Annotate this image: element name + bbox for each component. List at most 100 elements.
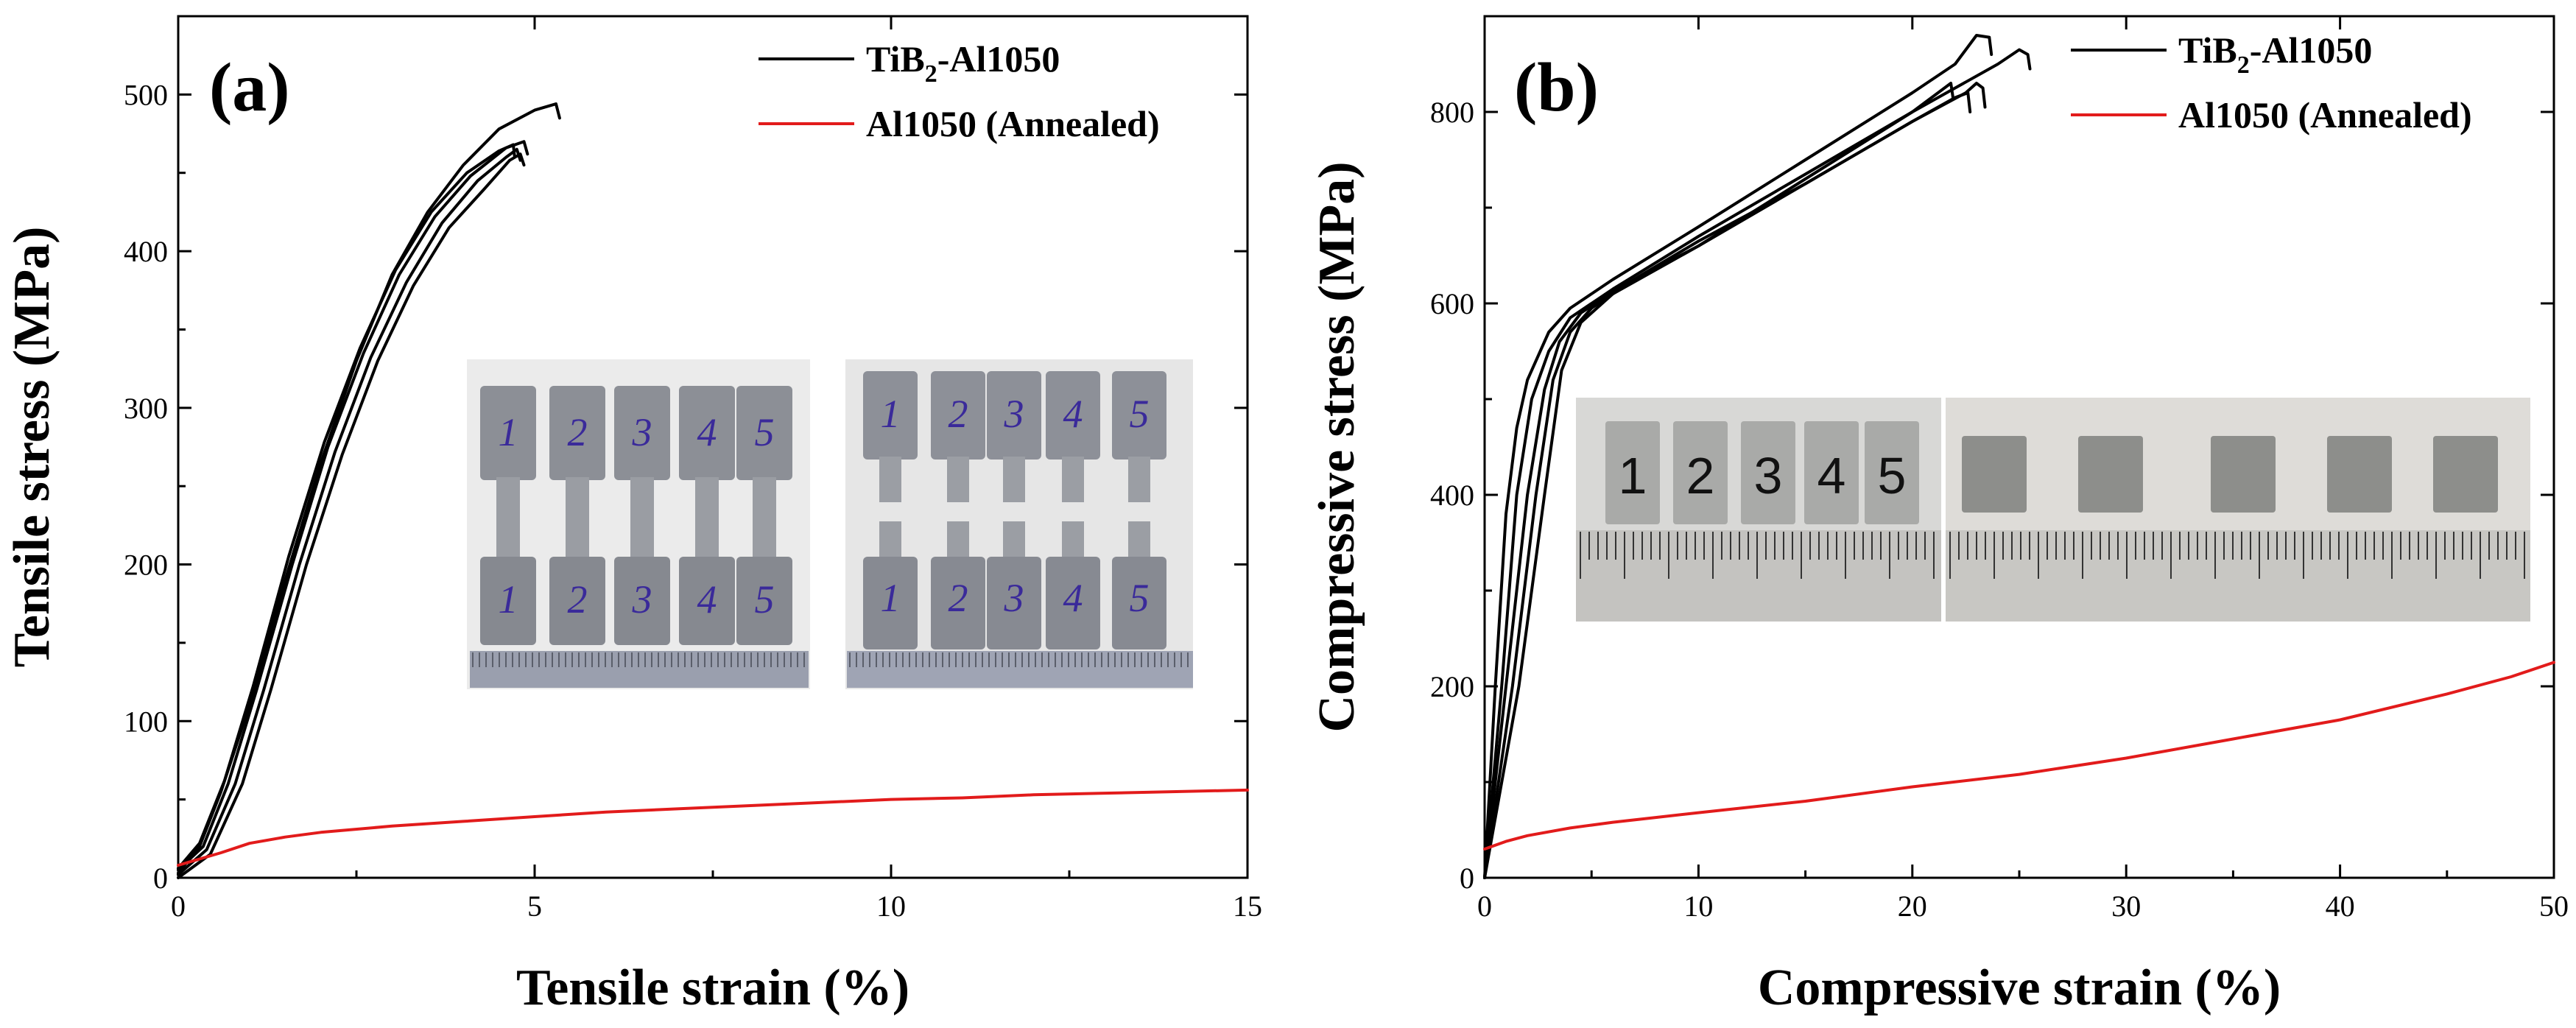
x-tick-label: 40 <box>2326 890 2355 923</box>
x-tick-label: 10 <box>1683 890 1713 923</box>
series-line-1 <box>1483 48 2032 879</box>
dogbone-specimen: 11 <box>480 386 536 645</box>
x-tick-label: 15 <box>1233 890 1262 923</box>
panel-a-x-axis-title: Tensile strain (%) <box>516 960 909 1016</box>
compressed-cube <box>2078 436 2143 513</box>
inset-after-cubes <box>1962 436 2498 513</box>
specimen-number: 2 <box>949 576 968 620</box>
panel-b-label: (b) <box>1514 49 1599 126</box>
specimen-number: 3 <box>1754 447 1783 504</box>
inset-ruler-ticks <box>472 652 1189 667</box>
y-tick-label: 0 <box>153 862 168 895</box>
series-line-0 <box>1483 34 1993 879</box>
specimen-number: 1 <box>881 576 901 620</box>
fractured-specimen: 11 <box>863 371 918 649</box>
panel-b-tick-labels: 0 10 20 30 40 50 0 200 400 600 800 <box>1430 96 2569 923</box>
series-line-4 <box>1483 82 1954 879</box>
specimen-number: 4 <box>1063 576 1083 620</box>
x-tick-label: 10 <box>876 890 906 923</box>
panel-a-legend: TiB2-Al1050 Al1050 (Annealed) <box>759 38 1160 144</box>
specimen-number: 5 <box>755 577 775 622</box>
compressed-cube <box>2433 436 2498 513</box>
specimen-number: 2 <box>949 392 968 436</box>
inset-ruler-left <box>1576 530 1941 622</box>
y-tick-label: 300 <box>124 392 168 425</box>
series-line-2 <box>177 147 522 876</box>
dogbone-specimen: 55 <box>736 386 792 645</box>
specimen-number: 5 <box>1130 392 1150 436</box>
x-tick-label: 5 <box>527 890 542 923</box>
specimen-number: 2 <box>568 577 588 622</box>
specimen-number: 4 <box>1063 392 1083 436</box>
cube-specimen: 5 <box>1865 421 1919 524</box>
y-tick-label: 200 <box>1430 670 1474 703</box>
fractured-specimen: 33 <box>987 371 1041 649</box>
specimen-number: 1 <box>881 392 901 436</box>
cube-specimen: 2 <box>1673 421 1728 524</box>
specimen-number: 1 <box>1619 447 1647 504</box>
panel-a-label: (a) <box>209 49 290 126</box>
cube-specimen: 1 <box>1605 421 1660 524</box>
dogbone-specimen: 22 <box>549 386 605 645</box>
x-tick-label: 20 <box>1898 890 1927 923</box>
compressed-cube <box>1962 436 2027 513</box>
legend-label-tib2: TiB2-Al1050 <box>2178 29 2372 79</box>
specimen-number: 5 <box>755 410 775 454</box>
inset-ruler-ticks <box>1580 532 2525 579</box>
specimen-number: 5 <box>1878 447 1907 504</box>
legend-label-tib2: TiB2-Al1050 <box>866 38 1060 88</box>
y-tick-label: 200 <box>124 549 168 582</box>
specimen-number: 3 <box>632 577 652 622</box>
specimen-number: 4 <box>697 577 717 622</box>
inset-ruler-right <box>1946 530 2530 622</box>
dogbone-specimen: 33 <box>614 386 670 645</box>
specimen-number: 5 <box>1130 576 1150 620</box>
y-tick-label: 0 <box>1460 862 1474 895</box>
specimen-number: 3 <box>1004 392 1024 436</box>
cube-specimen: 3 <box>1741 421 1795 524</box>
legend-label-annealed: Al1050 (Annealed) <box>2178 94 2472 135</box>
specimen-number: 1 <box>499 410 518 454</box>
x-tick-label: 50 <box>2539 890 2569 923</box>
legend-label-annealed: Al1050 (Annealed) <box>866 103 1160 144</box>
series-line-3 <box>177 152 526 879</box>
x-tick-label: 0 <box>1477 890 1492 923</box>
series-line-2 <box>1483 82 1987 879</box>
panel-a-y-axis-title: Tensile stress (MPa) <box>4 227 60 668</box>
panel-b-x-axis-title: Compressive strain (%) <box>1758 960 2281 1016</box>
y-tick-label: 800 <box>1430 96 1474 129</box>
dogbone-specimen: 44 <box>679 386 735 645</box>
compressed-cube <box>2211 436 2276 513</box>
specimen-number: 1 <box>499 577 518 622</box>
y-tick-label: 400 <box>124 235 168 268</box>
specimen-number: 3 <box>632 410 652 454</box>
fractured-specimen: 55 <box>1112 371 1166 649</box>
panel-a-curves <box>177 102 1249 879</box>
series-line-4 <box>177 143 516 870</box>
y-tick-label: 400 <box>1430 479 1474 512</box>
panel-b-legend: TiB2-Al1050 Al1050 (Annealed) <box>2071 29 2472 135</box>
panel-b-y-axis-title: Compressive stress (MPa) <box>1309 161 1365 732</box>
y-tick-label: 500 <box>124 78 168 111</box>
y-tick-label: 600 <box>1430 287 1474 320</box>
specimen-number: 2 <box>1686 447 1715 504</box>
panel-b-curves <box>1483 34 2555 879</box>
series-line-5 <box>1483 661 2555 851</box>
fractured-specimen: 22 <box>931 371 985 649</box>
fractured-specimen: 44 <box>1046 371 1100 649</box>
specimen-number: 3 <box>1004 576 1024 620</box>
series-line-5 <box>177 788 1249 867</box>
specimen-number: 4 <box>697 410 717 454</box>
cube-specimen: 4 <box>1804 421 1859 524</box>
series-line-3 <box>1483 91 1972 879</box>
specimen-number: 2 <box>568 410 588 454</box>
